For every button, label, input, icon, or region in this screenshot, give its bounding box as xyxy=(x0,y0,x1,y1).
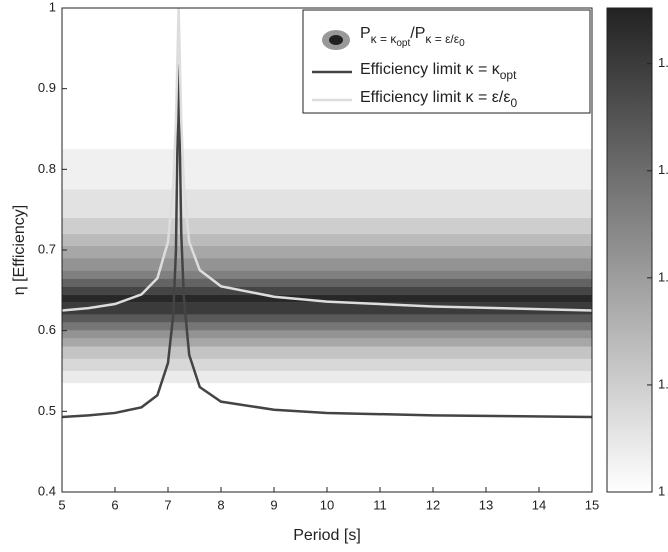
x-tick-label: 10 xyxy=(320,497,334,512)
x-tick-label: 12 xyxy=(426,497,440,512)
contour-band xyxy=(62,314,592,323)
legend-label: Efficiency limit κ = κopt xyxy=(360,61,517,82)
legend-text: opt xyxy=(396,38,410,49)
contour-band xyxy=(62,233,592,246)
contour-band xyxy=(62,270,592,279)
y-tick-label: 0.6 xyxy=(38,322,56,337)
contour-band xyxy=(62,278,592,287)
y-tick-label: 0.4 xyxy=(38,483,56,498)
contour-band xyxy=(62,217,592,234)
legend-label: Efficiency limit κ = ε/ε0 xyxy=(360,89,517,110)
contour-band xyxy=(62,258,592,271)
contour-band xyxy=(62,302,592,315)
legend-text: 0 xyxy=(510,96,517,110)
legend-text: 0 xyxy=(459,38,465,49)
x-tick-label: 9 xyxy=(270,497,277,512)
colorbar-tick-label: 1 xyxy=(658,483,665,498)
legend-icon xyxy=(329,35,343,45)
contour-band xyxy=(62,346,592,359)
x-tick-label: 15 xyxy=(585,497,599,512)
efficiency-line xyxy=(62,64,592,419)
contour-band xyxy=(62,189,592,218)
legend-text: /P xyxy=(410,25,425,42)
x-tick-label: 13 xyxy=(479,497,493,512)
y-tick-label: 0.7 xyxy=(38,241,56,256)
legend-label: Pκ = κopt/Pκ = ε/ε0 xyxy=(360,25,465,48)
colorbar-tick-label: 1.2 xyxy=(658,55,668,70)
y-tick-label: 0.9 xyxy=(38,80,56,95)
x-tick-label: 6 xyxy=(111,497,118,512)
colorbar-tick-label: 1.05 xyxy=(658,376,668,391)
legend-box xyxy=(302,9,591,114)
contour-band xyxy=(62,358,592,371)
contour-band xyxy=(62,149,592,190)
y-tick-label: 0.8 xyxy=(38,161,56,176)
y-tick-label: 1 xyxy=(49,0,56,14)
colorbar-tick-label: 1.15 xyxy=(658,162,668,177)
legend-text: opt xyxy=(500,68,517,82)
legend-text: κ = ε/ε xyxy=(425,32,459,46)
contour-band xyxy=(62,371,592,384)
legend: Pκ = κopt/Pκ = ε/ε0 Efficiency limit κ =… xyxy=(302,9,591,114)
contour-band xyxy=(62,294,592,303)
x-tick-label: 8 xyxy=(217,497,224,512)
x-tick-label: 14 xyxy=(532,497,546,512)
contour-band xyxy=(62,245,592,259)
colorbar-tick-label: 1.1 xyxy=(658,269,668,284)
y-tick-label: 0.5 xyxy=(38,403,56,418)
x-axis-label: Period [s] xyxy=(293,527,361,544)
contour-band xyxy=(62,286,592,295)
x-tick-label: 11 xyxy=(373,497,387,512)
efficiency-line xyxy=(62,8,592,312)
contour-band xyxy=(62,338,592,347)
contour-band xyxy=(62,322,592,331)
contour-band xyxy=(62,330,592,339)
plot-area xyxy=(62,8,592,419)
legend-text: Efficiency limit κ = κ xyxy=(360,61,501,78)
x-tick-label: 7 xyxy=(164,497,171,512)
x-tick-label: 5 xyxy=(58,497,65,512)
legend-text: Efficiency limit κ = ε/ε xyxy=(360,89,510,106)
legend-text: κ = κ xyxy=(371,32,398,46)
y-axis-label: η [Efficiency] xyxy=(11,205,28,295)
legend-text: P xyxy=(360,25,371,42)
colorbar xyxy=(606,7,653,493)
